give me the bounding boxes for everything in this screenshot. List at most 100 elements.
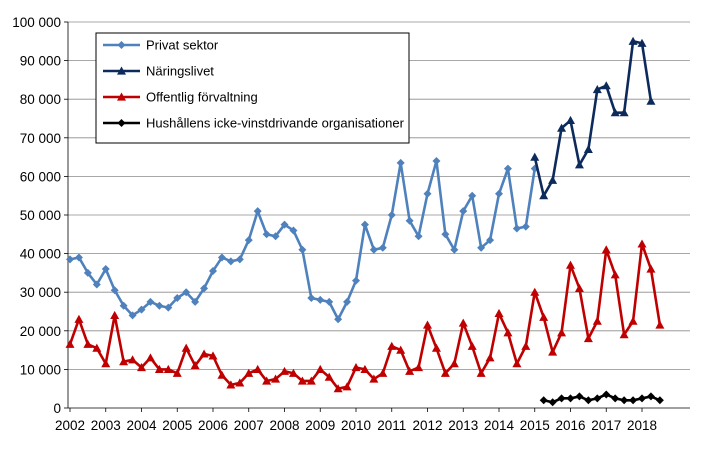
- data-point: [316, 295, 325, 304]
- data-point: [432, 156, 441, 165]
- data-point: [217, 253, 226, 262]
- data-point: [414, 362, 424, 372]
- series-line: [533, 39, 653, 197]
- data-point: [521, 222, 530, 231]
- data-point: [646, 264, 656, 273]
- data-point: [360, 220, 369, 229]
- data-point: [592, 316, 602, 325]
- data-point: [271, 232, 280, 241]
- y-tick-label: 100 000: [12, 15, 61, 30]
- data-point: [530, 287, 540, 296]
- legend: Privat sektor Näringslivet Offentlig förva…: [95, 32, 410, 144]
- data-point: [200, 284, 209, 293]
- data-point: [646, 96, 656, 105]
- data-point: [271, 374, 281, 383]
- data-point: [378, 368, 388, 377]
- data-point: [360, 364, 370, 373]
- legend-item: Offentlig förvaltning: [103, 90, 258, 105]
- data-point: [226, 257, 235, 266]
- y-tick-label: 90 000: [20, 54, 61, 69]
- legend-box: [95, 32, 410, 144]
- data-point: [387, 211, 396, 219]
- data-point: [324, 372, 334, 381]
- data-point: [574, 160, 584, 169]
- data-point: [539, 396, 548, 405]
- x-tick-label: 2013: [448, 418, 478, 433]
- y-axis-tick-labels: 0 10 000 20 000 30 000 40 000 50 000 60 000 70 …: [12, 15, 61, 416]
- data-point: [244, 236, 253, 245]
- x-tick-label: 2018: [627, 418, 657, 433]
- data-point: [566, 115, 575, 125]
- data-point: [334, 315, 343, 324]
- data-point: [602, 390, 611, 399]
- data-point: [146, 297, 155, 306]
- y-tick-label: 0: [53, 401, 61, 416]
- data-point: [521, 341, 531, 350]
- data-point: [378, 243, 387, 252]
- x-tick-label: 2002: [55, 418, 85, 433]
- data-point: [539, 312, 549, 321]
- data-point: [128, 355, 138, 364]
- data-point: [468, 191, 477, 200]
- legend-label: Privat sektor: [146, 38, 219, 53]
- data-point: [369, 374, 379, 383]
- data-point: [583, 334, 593, 343]
- series-0: [66, 156, 539, 324]
- data-point: [262, 376, 272, 385]
- data-point: [306, 376, 316, 385]
- data-point: [208, 351, 218, 360]
- data-point: [593, 394, 602, 403]
- data-point: [119, 301, 128, 310]
- data-point: [584, 396, 593, 405]
- data-point: [155, 301, 164, 310]
- data-point: [191, 297, 200, 306]
- data-point: [583, 144, 593, 153]
- y-tick-label: 20 000: [20, 324, 61, 339]
- y-tick-label: 70 000: [20, 131, 61, 146]
- x-tick-label: 2007: [234, 418, 264, 433]
- data-point: [476, 368, 486, 377]
- data-point: [458, 318, 468, 327]
- data-point: [226, 380, 236, 389]
- data-point: [173, 293, 182, 302]
- data-point: [485, 353, 495, 362]
- data-point: [629, 396, 638, 405]
- y-tick-label: 50 000: [20, 208, 61, 223]
- data-point: [154, 364, 164, 373]
- data-point: [333, 384, 343, 393]
- data-point: [423, 320, 432, 329]
- legend-label: Hushållens icke-vinstdrivande organisati…: [146, 116, 405, 131]
- data-point: [164, 303, 173, 312]
- data-point: [610, 108, 620, 117]
- data-point: [423, 189, 432, 198]
- y-tick-label: 30 000: [20, 285, 61, 300]
- data-point: [592, 85, 602, 94]
- series-1: [530, 36, 656, 200]
- data-point: [101, 265, 110, 274]
- data-point: [137, 305, 146, 314]
- data-point: [74, 314, 84, 323]
- data-point: [297, 376, 307, 385]
- data-point: [655, 396, 664, 405]
- data-point: [244, 368, 254, 377]
- data-point: [199, 349, 209, 358]
- data-point: [530, 152, 540, 161]
- data-point: [449, 359, 459, 368]
- x-tick-label: 2016: [555, 418, 585, 433]
- data-point: [566, 260, 575, 269]
- data-point: [628, 36, 638, 45]
- data-point: [351, 362, 361, 372]
- data-point: [110, 310, 120, 319]
- series-3: [539, 390, 664, 407]
- data-point: [655, 320, 665, 329]
- legend-swatch-marker: [117, 92, 126, 101]
- data-point: [495, 189, 503, 198]
- legend-swatch-marker: [117, 41, 126, 49]
- data-point: [235, 255, 244, 264]
- data-point: [92, 280, 101, 289]
- data-point: [66, 255, 74, 264]
- data-point: [503, 328, 513, 337]
- data-point: [396, 158, 405, 167]
- x-tick-label: 2003: [91, 418, 121, 433]
